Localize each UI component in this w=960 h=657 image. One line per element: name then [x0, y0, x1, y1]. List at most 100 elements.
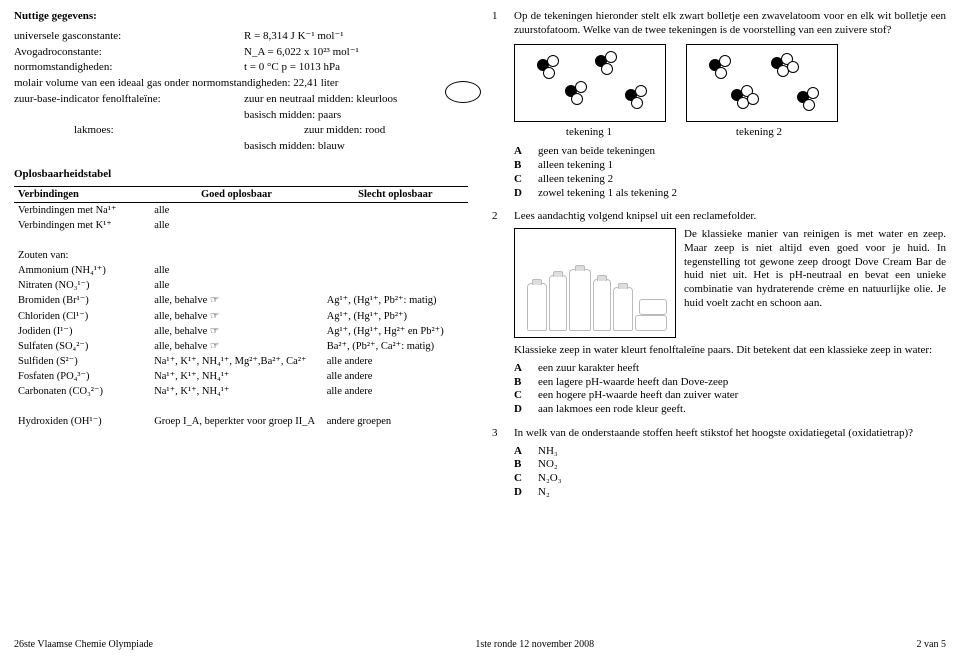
- table-row: Jodiden (I¹⁻)alle, behalve ☞Ag¹⁺, (Hg¹⁺,…: [14, 324, 468, 339]
- options: Aeen zuur karakter heeft Been lagere pH-…: [514, 362, 946, 417]
- kv-key: zuur-base-indicator fenolftaleïne:: [14, 93, 244, 107]
- kv-val: basisch midden: paars: [244, 109, 468, 123]
- kv-key: molair volume van een ideaal gas onder n…: [14, 77, 338, 91]
- table-row: [14, 399, 468, 414]
- page: Nuttige gegevens: universele gasconstant…: [0, 0, 960, 657]
- option-letter: C: [514, 472, 530, 486]
- option-letter: B: [514, 159, 530, 173]
- table-row: Chloriden (Cl¹⁻)alle, behalve ☞Ag¹⁺, (Hg…: [14, 309, 468, 324]
- option-letter: A: [514, 362, 530, 376]
- option: Ageen van beide tekeningen: [514, 145, 946, 159]
- cell: alle andere: [323, 354, 468, 369]
- cell: Ag¹⁺, (Hg¹⁺, Pb²⁺: matig): [323, 293, 468, 308]
- cell: Fosfaten (PO₄³⁻): [14, 369, 150, 384]
- figure-pair: [514, 44, 946, 122]
- cell: Hydroxiden (OH¹⁻): [14, 414, 150, 429]
- oxygen-atom-icon: [715, 67, 727, 79]
- cell: Ag¹⁺, (Hg¹⁺, Pb²⁺): [323, 309, 468, 324]
- cell: alle, behalve ☞: [150, 324, 323, 339]
- table-row: Hydroxiden (OH¹⁻)Groep I_A, beperkter vo…: [14, 414, 468, 429]
- figure-labels: tekening 1 tekening 2: [514, 126, 946, 140]
- kv-val: N_A = 6,022 x 10²³ mol⁻¹: [244, 46, 468, 60]
- useful-data-title: Nuttige gegevens:: [14, 10, 468, 24]
- option-text: aan lakmoes een rode kleur geeft.: [538, 403, 686, 417]
- cell: alle, behalve ☞: [150, 339, 323, 354]
- cell: Carbonaten (CO₃²⁻): [14, 384, 150, 399]
- option-letter: D: [514, 486, 530, 500]
- kv-val: t = 0 °C p = 1013 hPa: [244, 61, 468, 75]
- option-text: NH₃: [538, 445, 558, 459]
- question-number: 2: [492, 210, 506, 417]
- cell: [323, 218, 468, 233]
- cell: Verbindingen met Na¹⁺: [14, 202, 150, 218]
- cell: Na¹⁺, K¹⁺, NH₄¹⁺: [150, 369, 323, 384]
- oxygen-atom-icon: [747, 93, 759, 105]
- kv-row: molair volume van een ideaal gas onder n…: [14, 77, 468, 91]
- oxygen-atom-icon: [635, 85, 647, 97]
- kv-key: universele gasconstante:: [14, 30, 244, 44]
- two-column-layout: Nuttige gegevens: universele gasconstant…: [14, 10, 946, 504]
- oxygen-atom-icon: [547, 55, 559, 67]
- oxygen-atom-icon: [787, 61, 799, 73]
- kv-key: normomstandigheden:: [14, 61, 244, 75]
- question-followup: Klassieke zeep in water kleurt fenolftal…: [514, 344, 946, 358]
- option: DN₂: [514, 486, 946, 500]
- kv-row: Avogadroconstante:N_A = 6,022 x 10²³ mol…: [14, 46, 468, 60]
- question-2: 2 Lees aandachtig volgend knipsel uit ee…: [492, 210, 946, 417]
- option-text: alleen tekening 1: [538, 159, 613, 173]
- kv-row: universele gasconstante:R = 8,314 J K⁻¹ …: [14, 30, 468, 44]
- question-number: 3: [492, 427, 506, 500]
- question-1: 1 Op de tekeningen hieronder stelt elk z…: [492, 10, 946, 200]
- left-column: Nuttige gegevens: universele gasconstant…: [14, 10, 468, 504]
- oxygen-atom-icon: [543, 67, 555, 79]
- solubility-title: Oplosbaarheidstabel: [14, 168, 468, 182]
- cell: alle, behalve ☞: [150, 309, 323, 324]
- table-row: Sulfiden (S²⁻)Na¹⁺, K¹⁺, NH₄¹⁺, Mg²⁺,Ba²…: [14, 354, 468, 369]
- option-text: zowel tekening 1 als tekening 2: [538, 187, 677, 201]
- table-row: Bromiden (Br¹⁻)alle, behalve ☞Ag¹⁺, (Hg¹…: [14, 293, 468, 308]
- cell: [323, 202, 468, 218]
- option-text: NO₂: [538, 458, 558, 472]
- option: Ceen hogere pH-waarde heeft dan zuiver w…: [514, 389, 946, 403]
- cell: Groep I_A, beperkter voor groep II_A: [150, 414, 323, 429]
- kv-row: zuur-base-indicator fenolftaleïne:zuur e…: [14, 93, 468, 107]
- figure-1-label: tekening 1: [514, 126, 664, 140]
- option: Balleen tekening 1: [514, 159, 946, 173]
- footer-left: 26ste Vlaamse Chemie Olympiade: [14, 639, 153, 652]
- option-text: een zuur karakter heeft: [538, 362, 639, 376]
- cell: Sulfaten (SO₄²⁻): [14, 339, 150, 354]
- option-text: N₂O₃: [538, 472, 562, 486]
- options: Ageen van beide tekeningen Balleen teken…: [514, 145, 946, 200]
- oxygen-atom-icon: [803, 99, 815, 111]
- option-letter: D: [514, 187, 530, 201]
- cell: alle andere: [323, 384, 468, 399]
- cell: Bromiden (Br¹⁻): [14, 293, 150, 308]
- kv-val: zuur en neutraal midden: kleurloos: [244, 93, 468, 107]
- footer-right: 2 van 5: [917, 639, 946, 652]
- col-header: Goed oplosbaar: [150, 186, 323, 202]
- cell: andere groepen: [323, 414, 468, 429]
- footer-mid: 1ste ronde 12 november 2008: [475, 639, 594, 652]
- question-3: 3 In welk van de onderstaande stoffen he…: [492, 427, 946, 500]
- cell: alle: [150, 202, 323, 218]
- option: Daan lakmoes een rode kleur geeft.: [514, 403, 946, 417]
- option: Calleen tekening 2: [514, 173, 946, 187]
- options: ANH₃ BNO₂ CN₂O₃ DN₂: [514, 445, 946, 500]
- oxygen-atom-icon: [571, 93, 583, 105]
- question-text: In welk van de onderstaande stoffen heef…: [514, 427, 946, 441]
- table-row: Carbonaten (CO₃²⁻)Na¹⁺, K¹⁺, NH₄¹⁺alle a…: [14, 384, 468, 399]
- cell: Sulfiden (S²⁻): [14, 354, 150, 369]
- cell: Na¹⁺, K¹⁺, NH₄¹⁺, Mg²⁺,Ba²⁺, Ca²⁺: [150, 354, 323, 369]
- solubility-table: Verbindingen Goed oplosbaar Slecht oplos…: [14, 186, 468, 430]
- kv-val: R = 8,314 J K⁻¹ mol⁻¹: [244, 30, 468, 44]
- table-row: Sulfaten (SO₄²⁻)alle, behalve ☞Ba²⁺, (Pb…: [14, 339, 468, 354]
- promo-image: [514, 228, 676, 338]
- oxygen-atom-icon: [807, 87, 819, 99]
- kv-key: [14, 140, 244, 154]
- kv-row: lakmoes:zuur midden: rood: [14, 124, 468, 138]
- kv-key: Avogadroconstante:: [14, 46, 244, 60]
- question-body: In welk van de onderstaande stoffen heef…: [514, 427, 946, 500]
- question-body: Op de tekeningen hieronder stelt elk zwa…: [514, 10, 946, 200]
- option: Aeen zuur karakter heeft: [514, 362, 946, 376]
- question-text: Op de tekeningen hieronder stelt elk zwa…: [514, 10, 946, 38]
